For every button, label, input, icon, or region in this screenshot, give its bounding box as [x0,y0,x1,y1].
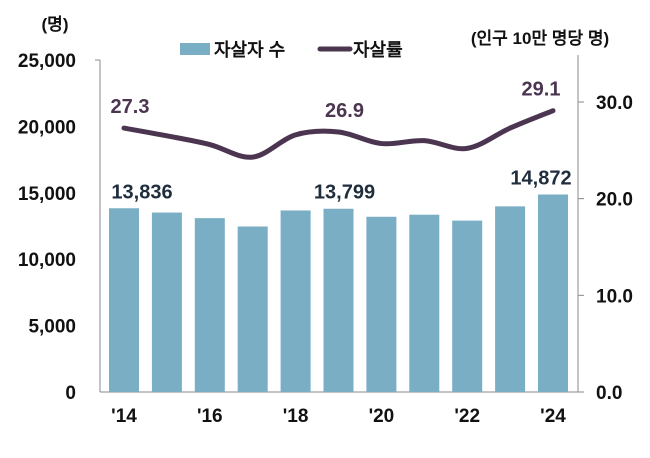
bar-2022 [452,220,483,392]
bar-2023 [495,206,526,392]
left-tick-label: 0 [65,383,76,404]
left-tick-label: 15,000 [18,184,76,205]
count-data-label: 13,836 [111,181,172,203]
left-tick-label: 10,000 [18,250,76,271]
rate-data-label: 26.9 [325,100,364,122]
x-tick-label: '20 [369,406,395,427]
x-tick-label: '24 [540,406,566,427]
x-tick-label: '18 [283,406,309,427]
count-data-label: 14,872 [510,167,571,189]
legend-bar-label: 자살자 수 [214,40,285,60]
rate-line [121,108,556,160]
legend-bar-swatch [180,43,210,55]
left-axis-unit: (명) [42,15,69,34]
bar-2021 [409,214,440,392]
bar-2016 [194,218,225,392]
count-data-label: 13,799 [314,182,375,204]
bar-2014 [109,208,139,392]
rate-data-label: 29.1 [522,79,561,101]
right-tick-label: 0.0 [596,383,622,404]
bar-2024 [538,194,568,392]
bar-2018 [280,210,311,392]
bar-2017 [237,226,268,392]
right-axis-unit: (인구 10만 명당 명) [471,29,609,48]
right-tick-label: 10.0 [596,286,633,307]
bar-2019 [323,208,354,392]
left-tick-label: 25,000 [18,51,76,72]
left-tick-label: 5,000 [28,317,76,338]
left-tick-label: 20,000 [18,117,76,138]
right-tick-label: 20.0 [596,190,633,211]
bar-2015 [151,212,182,392]
legend-line-label: 자살률 [353,40,403,60]
bar-2020 [366,216,397,392]
rate-data-label: 27.3 [111,96,150,118]
x-tick-label: '16 [197,406,223,427]
x-tick-label: '14 [111,406,137,427]
x-tick-label: '22 [454,406,480,427]
right-tick-label: 30.0 [596,93,633,114]
